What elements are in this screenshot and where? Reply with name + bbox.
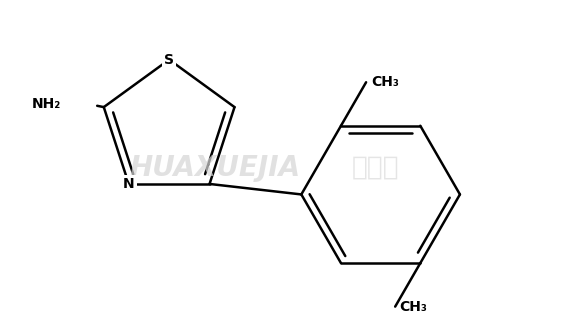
Text: HUAXUEJIA: HUAXUEJIA xyxy=(129,154,301,182)
Text: 化学加: 化学加 xyxy=(352,155,400,181)
Text: NH₂: NH₂ xyxy=(32,97,61,112)
Text: CH₃: CH₃ xyxy=(372,75,399,89)
Text: N: N xyxy=(123,177,135,191)
Text: CH₃: CH₃ xyxy=(399,300,427,313)
Text: S: S xyxy=(164,53,174,67)
